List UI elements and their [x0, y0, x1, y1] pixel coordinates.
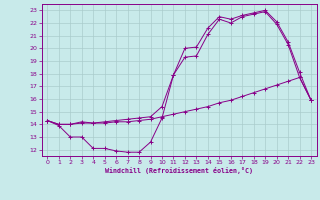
X-axis label: Windchill (Refroidissement éolien,°C): Windchill (Refroidissement éolien,°C)	[105, 167, 253, 174]
